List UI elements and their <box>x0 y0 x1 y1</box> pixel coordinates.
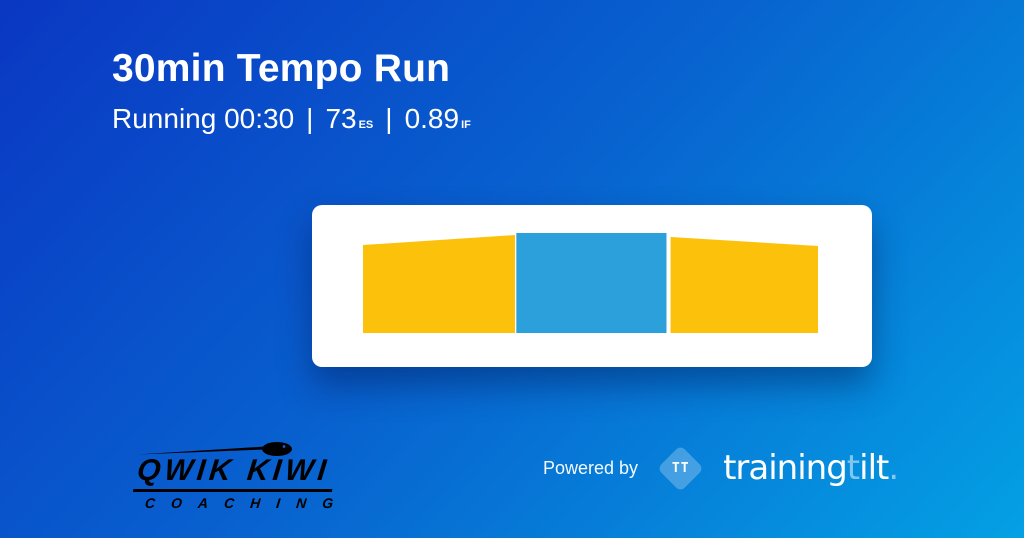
workout-title: 30min Tempo Run <box>112 47 451 90</box>
trainingtilt-icon-letters: TT <box>671 460 690 476</box>
effort-score-value: 73 <box>325 102 357 134</box>
effort-score-unit: ES <box>358 118 374 131</box>
separator: | <box>306 102 314 134</box>
chart-segment-tempo-interval <box>516 233 667 333</box>
coach-logo-tagline: COACHING <box>144 495 351 511</box>
coach-logo: QWIK KIWI COACHING <box>133 441 405 511</box>
wordmark-t-dim: t <box>846 448 860 488</box>
intensity-factor-metric: 0.89 IF <box>405 103 471 135</box>
intensity-factor-unit: IF <box>461 118 471 131</box>
workout-chart <box>363 233 818 333</box>
wordmark-period: . <box>888 448 899 488</box>
trainingtilt-wordmark: trainingtilt. <box>723 448 899 488</box>
chart-segment-warm-up-ramp <box>363 235 515 333</box>
activity-duration: Running 00:30 <box>112 102 295 134</box>
workout-profile-card <box>312 205 872 367</box>
powered-by-label: Powered by <box>543 457 639 478</box>
intensity-factor-value: 0.89 <box>404 102 460 134</box>
workout-summary: Running 00:30 | 73 ES | 0.89 IF <box>112 103 471 135</box>
wordmark-training: training <box>723 448 848 488</box>
separator: | <box>385 102 393 134</box>
trainingtilt-diamond-icon: TT <box>657 444 704 492</box>
powered-by-brand: Powered by TT trainingtilt. <box>543 443 899 493</box>
wordmark-ilt: ilt <box>859 448 889 488</box>
chart-segment-cool-down-ramp <box>670 237 818 333</box>
coach-logo-name: QWIK KIWI <box>133 454 336 492</box>
kiwi-bird-icon <box>137 442 292 456</box>
effort-score-metric: 73 ES <box>325 103 373 135</box>
header: 30min Tempo Run Running 00:30 | 73 ES | … <box>112 47 471 135</box>
